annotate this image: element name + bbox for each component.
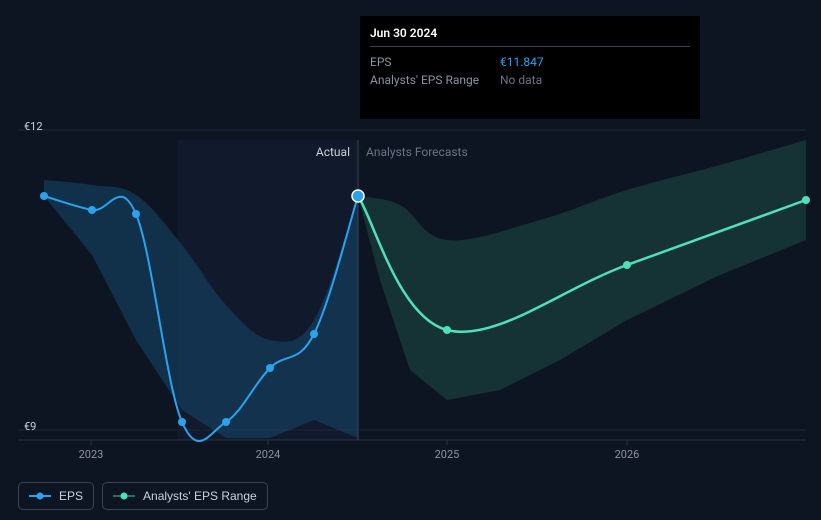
legend-range-swatch-icon	[113, 491, 135, 501]
eps-actual-point[interactable]	[222, 418, 230, 426]
tooltip-label-eps: EPS	[370, 55, 500, 69]
highlighted-point[interactable]	[352, 190, 364, 202]
y-tick-label: €9	[24, 420, 36, 433]
eps-actual-point[interactable]	[40, 192, 48, 200]
eps-actual-point[interactable]	[132, 210, 140, 218]
eps-forecast-point[interactable]	[802, 196, 810, 204]
eps-forecast-point[interactable]	[443, 326, 451, 334]
legend-range-button[interactable]: Analysts' EPS Range	[102, 482, 268, 510]
tooltip-value-eps: €11.847	[500, 55, 544, 69]
eps-forecast-point[interactable]	[623, 261, 631, 269]
legend-eps-swatch-icon	[29, 491, 51, 501]
tooltip-date: Jun 30 2024	[370, 26, 690, 47]
tooltip-value-range: No data	[500, 73, 542, 87]
eps-forecast-band	[358, 140, 806, 400]
x-tick-label: 2025	[435, 448, 460, 461]
x-tick-label: 2026	[615, 448, 640, 461]
eps-actual-point[interactable]	[88, 206, 96, 214]
y-tick-label: €12	[24, 120, 43, 133]
section-label-forecasts: Analysts Forecasts	[366, 145, 468, 159]
x-tick-label: 2024	[256, 448, 281, 461]
chart-legend: EPS Analysts' EPS Range	[18, 482, 268, 510]
legend-eps-label: EPS	[59, 489, 83, 503]
eps-actual-point[interactable]	[310, 330, 318, 338]
legend-range-label: Analysts' EPS Range	[143, 489, 257, 503]
eps-actual-point[interactable]	[178, 418, 186, 426]
x-tick-label: 2023	[79, 448, 104, 461]
tooltip-row-range: Analysts' EPS Range No data	[370, 71, 690, 89]
tooltip-label-range: Analysts' EPS Range	[370, 73, 500, 87]
legend-eps-button[interactable]: EPS	[18, 482, 94, 510]
eps-chart: €12 €9 2023 2024 2025 2026 Actual Analysts Fore…	[0, 0, 821, 520]
section-label-actual: Actual	[316, 145, 350, 159]
chart-tooltip: Jun 30 2024 EPS €11.847 Analysts' EPS Ra…	[360, 16, 700, 119]
tooltip-row-eps: EPS €11.847	[370, 53, 690, 71]
eps-actual-point[interactable]	[266, 364, 274, 372]
